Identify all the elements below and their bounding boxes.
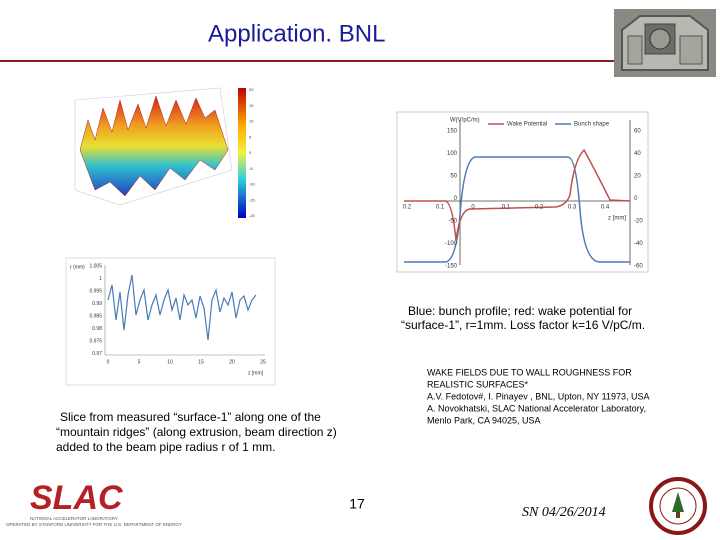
colorbar-tick: 0 xyxy=(249,150,252,155)
wake-y2-tick: 60 xyxy=(634,129,641,135)
slice-x-tick: 15 xyxy=(198,359,204,365)
wake-y2-tick: -20 xyxy=(634,219,643,225)
wake-x-tick: 0.2 xyxy=(535,205,544,211)
slice-x-tick: 5 xyxy=(138,359,141,365)
wake-legend: Bunch shape xyxy=(574,122,610,128)
wake-legend: Wake Potential xyxy=(507,122,547,128)
wake-y-tick: -100 xyxy=(445,241,458,247)
wake-y2-tick: -40 xyxy=(634,241,643,247)
slice-caption: “mountain ridges” (along extrusion, beam… xyxy=(56,425,337,439)
slice-x-tick: 10 xyxy=(167,359,173,365)
wake-y-tick: 100 xyxy=(447,151,458,157)
wake-x-tick: 0.1 xyxy=(436,205,445,211)
slac-line2: OPERATED BY STANFORD UNIVERSITY FOR THE … xyxy=(6,522,182,527)
slice-y-tick: 1.005 xyxy=(89,263,102,269)
slice-caption: Slice from measured “surface-1” along on… xyxy=(60,410,321,424)
wake-y2-tick: -60 xyxy=(634,264,643,270)
slice-y-tick: 0.995 xyxy=(89,288,102,294)
reference-line: A. Novokhatski, SLAC National Accelerato… xyxy=(427,403,646,413)
slac-logo: SLAC xyxy=(30,479,123,517)
slice-y-tick: 0.99 xyxy=(92,301,102,307)
reference-line: WAKE FIELDS DUE TO WALL ROUGHNESS FOR xyxy=(427,367,632,377)
slide-title: Application. BNL xyxy=(208,20,385,47)
wake-caption: “surface-1”, r=1mm. Loss factor k=16 V/p… xyxy=(401,318,645,332)
wake-y-tick: 0 xyxy=(454,196,458,202)
wake-y-tick: -150 xyxy=(445,264,458,270)
colorbar-tick: -20 xyxy=(249,213,256,218)
surface-plot xyxy=(74,87,246,218)
wake-y2-tick: 0 xyxy=(634,196,638,202)
slice-y-tick: 0.98 xyxy=(92,326,102,332)
wake-y-tick: 50 xyxy=(450,174,457,180)
colorbar-tick: 10 xyxy=(249,119,254,124)
sample-photo xyxy=(614,9,716,77)
wake-x-tick: 0.3 xyxy=(568,205,577,211)
colorbar-tick: 20 xyxy=(249,87,254,92)
colorbar-tick: 15 xyxy=(249,103,254,108)
wake-x-tick: 0.4 xyxy=(601,205,610,211)
wake-y2-tick: 20 xyxy=(634,174,641,180)
slice-x-tick: 25 xyxy=(260,359,266,365)
slice-x-tick: 20 xyxy=(229,359,235,365)
slice-caption: added to the beam pipe radius r of 1 mm. xyxy=(56,440,275,454)
wake-x-tick: 0.2 xyxy=(403,205,412,211)
slice-y-tick: 0.97 xyxy=(92,351,102,357)
slice-plot xyxy=(65,257,276,386)
slice-y-tick: 0.975 xyxy=(89,338,102,344)
slice-y-tick: 1 xyxy=(99,276,102,282)
colorbar-tick: -10 xyxy=(249,182,256,187)
wake-plot xyxy=(396,111,649,273)
colorbar-tick: -15 xyxy=(249,197,256,202)
stanford-seal xyxy=(649,477,707,535)
wake-x-tick: 0.1 xyxy=(502,205,511,211)
wake-caption: Blue: bunch profile; red: wake potential… xyxy=(408,304,632,318)
date: SN 04/26/2014 xyxy=(522,505,606,520)
slice-y-label: r (mm) xyxy=(70,264,85,270)
colorbar-tick: 5 xyxy=(249,134,252,139)
slac-line1: NATIONAL ACCELERATOR LABORATORY xyxy=(30,516,118,521)
wake-y-tick: -50 xyxy=(448,219,457,225)
wake-x-tick: 0 xyxy=(471,205,475,211)
slice-x-label: z [mm] xyxy=(248,370,264,376)
reference-line: A.V. Fedotov#, I. Pinayev , BNL, Upton, … xyxy=(427,391,649,401)
slice-x-tick: 0 xyxy=(107,359,110,365)
slice-y-tick: 0.985 xyxy=(89,313,102,319)
colorbar-tick: -5 xyxy=(249,166,253,171)
wake-x-label: z [mm] xyxy=(608,216,626,222)
wake-y-tick: 150 xyxy=(447,129,458,135)
reference-line: Menlo Park, CA 94025, USA xyxy=(427,415,541,425)
wake-y-label: W(V/pC/m) xyxy=(450,118,480,124)
wake-y2-tick: 40 xyxy=(634,151,641,157)
page-number: 17 xyxy=(349,496,365,512)
reference-line: REALISTIC SURFACES* xyxy=(427,379,529,389)
